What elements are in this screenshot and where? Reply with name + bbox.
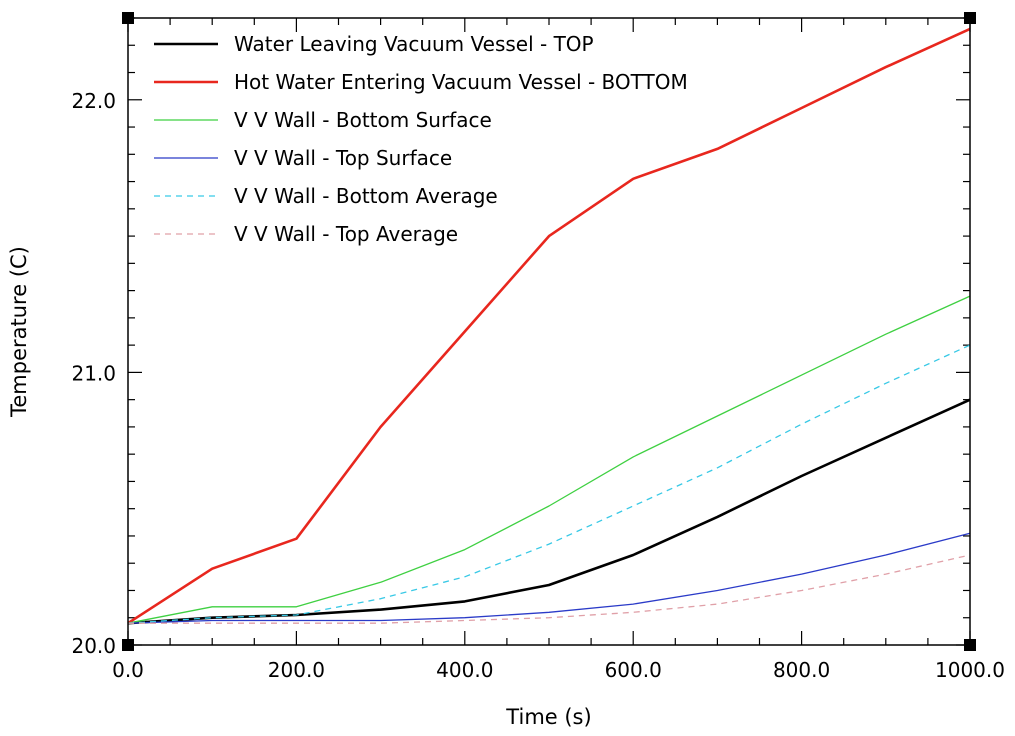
legend-label: V V Wall - Top Surface bbox=[234, 146, 452, 170]
legend-label: V V Wall - Top Average bbox=[234, 222, 458, 246]
series-line-3 bbox=[127, 532, 971, 624]
corner-marker bbox=[122, 639, 134, 651]
series-line-5 bbox=[128, 554, 971, 624]
series-line-1 bbox=[127, 27, 971, 625]
x-tick-label: 400.0 bbox=[436, 658, 493, 682]
x-tick-label: 200.0 bbox=[268, 658, 325, 682]
series-lines bbox=[127, 27, 971, 625]
y-tick-labels: 20.0 21.0 22.0 bbox=[71, 89, 116, 658]
corner-marker bbox=[964, 639, 976, 651]
legend-label: V V Wall - Bottom Average bbox=[234, 184, 498, 208]
legend: Water Leaving Vacuum Vessel - TOP Hot Wat… bbox=[154, 32, 688, 246]
legend-label: V V Wall - Bottom Surface bbox=[234, 108, 492, 132]
series-line-4 bbox=[127, 344, 971, 624]
y-axis-label: Temperature (C) bbox=[7, 246, 31, 418]
legend-label: Water Leaving Vacuum Vessel - TOP bbox=[234, 32, 594, 56]
x-tick-label: 800.0 bbox=[773, 658, 830, 682]
y-tick-label: 21.0 bbox=[71, 361, 116, 385]
x-tick-label: 1000.0 bbox=[935, 658, 1005, 682]
y-tick-label: 20.0 bbox=[71, 634, 116, 658]
series-line-0 bbox=[127, 398, 971, 625]
corner-marker bbox=[122, 12, 134, 24]
series-line-2 bbox=[127, 295, 971, 624]
x-tick-labels: 0.0 200.0 400.0 600.0 800.0 1000.0 bbox=[112, 658, 1005, 682]
frame-corner-markers bbox=[122, 12, 976, 651]
x-axis-label: Time (s) bbox=[505, 705, 591, 729]
corner-marker bbox=[964, 12, 976, 24]
legend-label: Hot Water Entering Vacuum Vessel - BOTTO… bbox=[234, 70, 688, 94]
y-tick-label: 22.0 bbox=[71, 89, 116, 113]
axis-ticks bbox=[127, 17, 971, 646]
x-tick-label: 600.0 bbox=[605, 658, 662, 682]
x-tick-label: 0.0 bbox=[112, 658, 144, 682]
plot-frame bbox=[127, 17, 971, 646]
